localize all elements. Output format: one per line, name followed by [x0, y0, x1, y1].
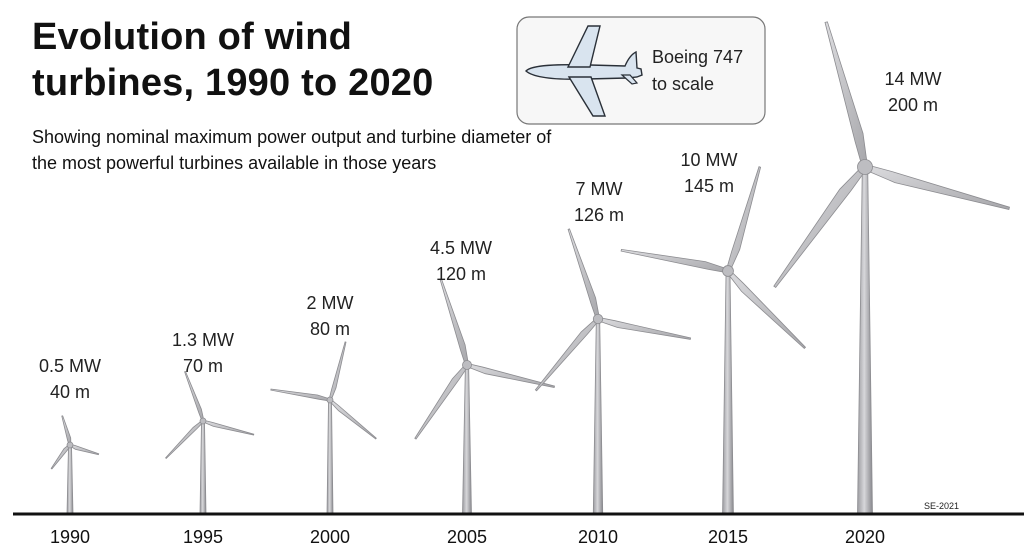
turbine-hub-1990: [66, 441, 74, 449]
reference-box: Boeing 747 to scale: [516, 16, 766, 125]
turbine-2005: 4.5 MW 120 m 2005: [414, 238, 555, 547]
turbine-hub-2010: [592, 313, 604, 325]
turbine-blade-2015-3: [620, 248, 729, 274]
turbine-power-label-1995: 1.3 MW: [172, 330, 234, 350]
turbine-hub-2000: [326, 396, 334, 404]
turbine-power-label-2000: 2 MW: [307, 293, 354, 313]
turbine-tower-1990: [66, 444, 74, 515]
turbine-diameter-label-1995: 70 m: [183, 356, 223, 376]
turbine-blade-2000-3: [270, 388, 331, 402]
turbine-power-label-2010: 7 MW: [576, 179, 623, 199]
turbine-blade-2005-3: [414, 363, 469, 440]
airplane-tail-lower: [620, 74, 639, 85]
turbine-1995: 1.3 MW 70 m 1995: [165, 330, 255, 547]
turbine-blade-2020-1: [824, 21, 868, 169]
turbine-blade-2020-3: [773, 164, 868, 289]
credit-label: SE-2021: [924, 501, 959, 511]
turbine-tower-2015: [722, 270, 734, 515]
year-label-2010: 2010: [578, 527, 618, 547]
year-label-1990: 1990: [50, 527, 90, 547]
turbine-tower-2010: [592, 318, 604, 515]
turbine-blade-2000-2: [328, 398, 377, 440]
turbine-power-label-2015: 10 MW: [680, 150, 737, 170]
turbine-tower-1995: [199, 420, 207, 515]
turbine-tower-2005: [462, 364, 472, 515]
turbine-2020: 14 MW 200 m 2020: [773, 21, 1010, 547]
airplane-upper-wing: [566, 25, 601, 68]
turbine-hub-2005: [462, 360, 472, 370]
diagram-title: Evolution of wind turbines, 1990 to 2020: [32, 16, 434, 104]
turbine-blade-1995-2: [202, 419, 255, 436]
turbine-blade-1995-1: [184, 371, 205, 422]
turbine-blade-2010-3: [534, 317, 600, 392]
turbine-tower-2020: [857, 166, 873, 515]
reference-box-line2: to scale: [652, 74, 714, 94]
turbine-blade-1990-1: [61, 415, 72, 446]
turbine-1990: 0.5 MW 40 m 1990: [39, 356, 101, 547]
turbine-diameter-label-2000: 80 m: [310, 319, 350, 339]
turbine-2010: 7 MW 126 m 2010: [534, 179, 692, 547]
year-label-2005: 2005: [447, 527, 487, 547]
year-label-1995: 1995: [183, 527, 223, 547]
turbine-tower-2000: [326, 399, 334, 515]
year-label-2000: 2000: [310, 527, 350, 547]
turbine-blade-2010-1: [567, 228, 600, 321]
turbine-hub-1995: [199, 417, 207, 425]
turbine-diameter-label-1990: 40 m: [50, 382, 90, 402]
turbine-hub-2020: [857, 159, 873, 175]
turbine-2000: 2 MW 80 m 2000: [270, 293, 377, 547]
turbine-diameter-label-2010: 126 m: [574, 205, 624, 225]
turbine-blade-2020-2: [863, 164, 1010, 210]
year-label-2020: 2020: [845, 527, 885, 547]
turbine-blade-2015-2: [726, 269, 807, 350]
turbine-power-label-2020: 14 MW: [884, 69, 941, 89]
airplane-lower-wing: [567, 76, 606, 117]
turbine-blade-1995-3: [165, 419, 205, 459]
turbine-2015: 10 MW 145 m 2015: [620, 150, 807, 547]
turbine-diameter-label-2015: 145 m: [684, 176, 734, 196]
turbine-power-label-1990: 0.5 MW: [39, 356, 101, 376]
turbines-layer: 0.5 MW 40 m 1990 1.3 MW 70 m 1995 2 MW 80 m 2000…: [39, 21, 1010, 547]
turbine-blade-1990-2: [69, 443, 100, 456]
turbine-blade-2010-2: [597, 316, 692, 340]
turbine-blade-2000-1: [328, 341, 347, 401]
turbine-diameter-label-2005: 120 m: [436, 264, 486, 284]
turbine-hub-2015: [722, 265, 734, 277]
reference-box-line1: Boeing 747: [652, 47, 743, 67]
turbine-power-label-2005: 4.5 MW: [430, 238, 492, 258]
turbine-diameter-label-2020: 200 m: [888, 95, 938, 115]
airplane-icon: [524, 25, 643, 117]
turbine-blade-2005-1: [439, 278, 469, 366]
diagram-subtitle: Showing nominal maximum power output and…: [32, 127, 552, 173]
year-label-2015: 2015: [708, 527, 748, 547]
